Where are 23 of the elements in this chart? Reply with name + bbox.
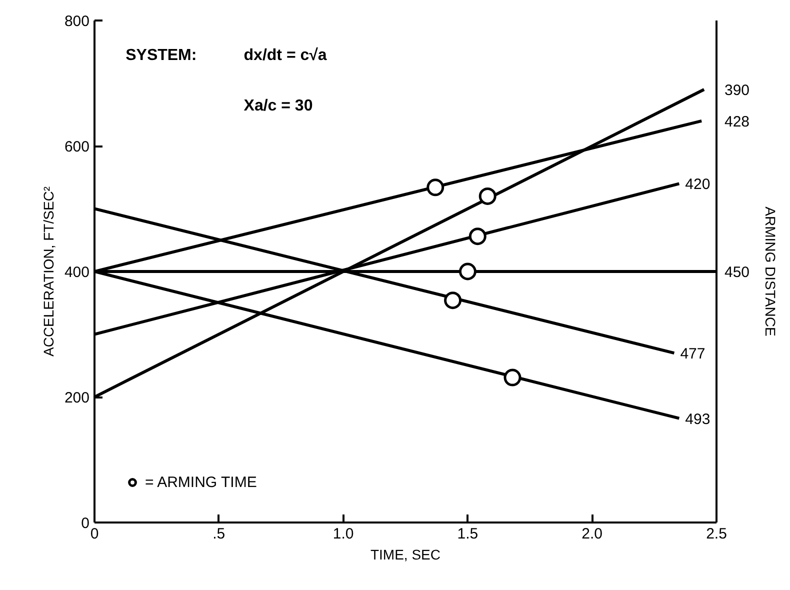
y-tick-label: 800	[64, 13, 90, 30]
legend-label: = ARMING TIME	[145, 474, 257, 490]
y-tick-label: 200	[64, 390, 90, 406]
series-label: 493	[685, 410, 710, 428]
annotation: SYSTEM:	[126, 47, 197, 64]
series-label: 428	[724, 113, 750, 130]
series-label: 477	[680, 346, 706, 363]
series-label: 390	[724, 82, 750, 100]
x-tick-label: 2.0	[582, 526, 603, 542]
y-tick-label: 0	[81, 515, 90, 532]
x-tick-label: 2.5	[706, 526, 727, 542]
annotation: Xa/c = 30	[244, 97, 313, 114]
x-tick-label: .5	[212, 526, 226, 542]
x-axis-title: TIME, SEC	[370, 546, 441, 562]
y-tick-label: 400	[64, 264, 90, 281]
series-label: 450	[724, 264, 750, 281]
x-tick-label: 1.0	[332, 526, 354, 542]
x-tick-label: 1.5	[457, 526, 478, 542]
y2-axis-title: ARMING DISTANCE	[762, 206, 778, 336]
series-label: 420	[685, 176, 710, 194]
y-axis-title: ACCELERATION, FT/SEC²	[40, 186, 56, 357]
annotation: dx/dt = c√a	[244, 47, 327, 64]
y-tick-label: 600	[64, 138, 90, 156]
